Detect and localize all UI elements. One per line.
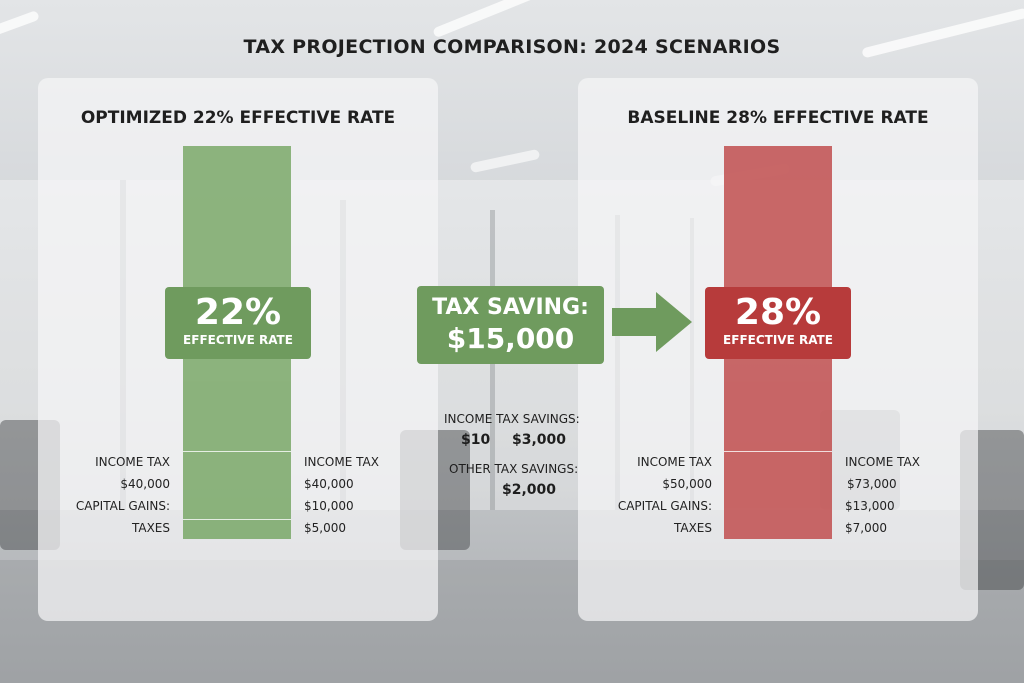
optimized-right-label: $40,000: [304, 477, 354, 491]
optimized-rate-label: EFFECTIVE RATE: [183, 333, 293, 347]
page-title: TAX PROJECTION COMPARISON: 2024 SCENARIO…: [243, 36, 781, 58]
other-tax-savings-value: $2,000: [502, 482, 557, 498]
baseline-rate-value: 28%: [734, 292, 822, 333]
other-tax-savings-label: OTHER TAX SAVINGS:: [449, 462, 579, 476]
baseline-right-label: $13,000: [845, 499, 895, 513]
baseline-right-label: INCOME TAX: [845, 455, 920, 469]
baseline-right-label: $73,000: [847, 477, 897, 491]
optimized-left-label: $40,000: [120, 477, 170, 491]
baseline-left-label: TAXES: [673, 521, 712, 535]
optimized-left-label: INCOME TAX: [95, 455, 170, 469]
baseline-rate-label: EFFECTIVE RATE: [723, 333, 833, 347]
tax-saving-amount: $15,000: [446, 322, 575, 355]
income-tax-savings-value-a: $10: [461, 432, 491, 448]
optimized-right-label: INCOME TAX: [304, 455, 379, 469]
baseline-left-label: CAPITAL GAINS:: [617, 499, 712, 513]
tax-saving-label: TAX SAVING:: [432, 295, 589, 320]
baseline-right-label: $7,000: [845, 521, 887, 535]
baseline-left-label: $50,000: [662, 477, 712, 491]
income-tax-savings-value-b: $3,000: [512, 432, 567, 448]
optimized-left-label: TAXES: [131, 521, 170, 535]
optimized-rate-badge: 22% EFFECTIVE RATE: [165, 287, 311, 359]
arrow-right-icon: [612, 292, 692, 352]
baseline-panel-title: BASELINE 28% EFFECTIVE RATE: [627, 108, 929, 128]
optimized-right-label: $10,000: [304, 499, 354, 513]
optimized-rate-value: 22%: [194, 292, 282, 333]
tax-saving-box: TAX SAVING: $15,000: [417, 286, 604, 364]
baseline-rate-badge: 28% EFFECTIVE RATE: [705, 287, 851, 359]
baseline-left-label: INCOME TAX: [637, 455, 712, 469]
optimized-panel-title: OPTIMIZED 22% EFFECTIVE RATE: [80, 108, 396, 128]
income-tax-savings-label: INCOME TAX SAVINGS:: [444, 412, 580, 426]
optimized-right-label: $5,000: [304, 521, 346, 535]
optimized-left-label: CAPITAL GAINS:: [75, 499, 170, 513]
